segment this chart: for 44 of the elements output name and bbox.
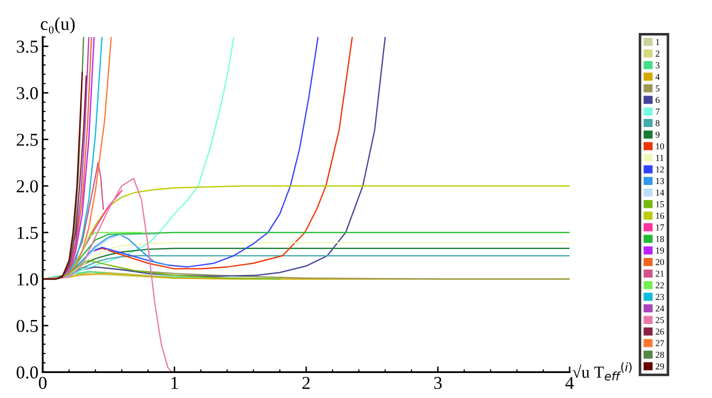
y-tick-label: 1.5 [18,226,38,240]
legend-label: 14 [656,190,664,196]
legend-label: 17 [656,224,664,230]
legend-label: 22 [656,282,664,288]
legend-label: 2 [656,50,660,57]
legend-label: 20 [656,259,664,266]
legend-label: 9 [656,132,660,138]
legend-label: 12 [656,166,664,172]
legend-label: 15 [656,201,664,208]
legend-label: 24 [656,305,664,312]
legend-label: 21 [656,270,664,277]
legend-label: 23 [656,294,664,300]
legend-label: 29 [656,363,664,370]
legend-label: 1 [656,39,660,46]
x-axis-title: √u T$_{eff}$$^{(i)}$ [572,362,632,381]
legend-label: 28 [656,352,664,358]
legend-label: 16 [656,212,664,219]
y-tick-label: 2.0 [16,180,38,192]
legend-label: 8 [656,120,660,126]
legend-label: 5 [656,85,660,92]
x-tick-label: 2 [302,376,310,389]
legend-label: 18 [656,236,664,242]
y-tick-label: 3.0 [16,87,38,100]
legend-label: 13 [656,178,664,184]
y-tick-label: 0.5 [16,320,38,332]
y-tick-label: 0.0 [16,366,38,379]
legend-label: 26 [656,328,664,335]
x-tick-label: 3 [434,376,442,390]
x-tick-label: 1 [172,376,178,389]
legend-label: 19 [656,248,664,254]
x-tick-label: 0 [38,376,47,390]
legend-label: 6 [656,96,660,104]
legend-label: 4 [655,74,660,80]
x-tick-label: 4 [565,376,574,389]
legend-label: 27 [656,340,664,346]
legend-label: 10 [656,143,664,150]
y-tick-label: 1.0 [18,273,38,286]
y-tick-label: 2.5 [16,134,38,146]
y-tick-label: 3.5 [16,40,38,53]
legend-label: 3 [656,62,660,68]
y-axis-title: c₀(u) [40,17,75,34]
legend-label: 11 [656,154,664,161]
legend-label: 7 [656,108,660,115]
legend-label: 25 [656,317,664,324]
